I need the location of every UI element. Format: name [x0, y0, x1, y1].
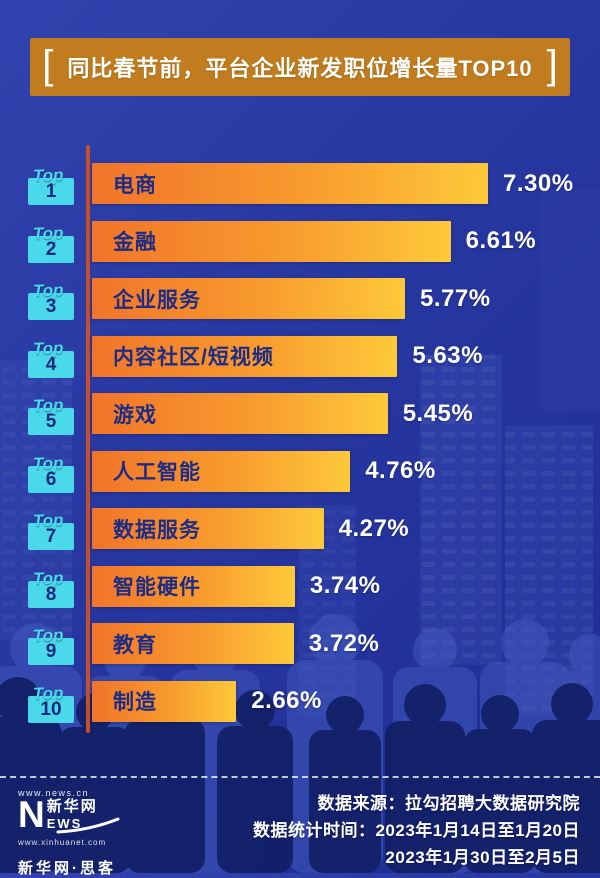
rank-badge-top-word: Top [32, 510, 64, 531]
bar-category-label: 人工智能 [113, 461, 201, 484]
title-banner: [ 同比春节前，平台企业新发职位增长量TOP10 ] [30, 38, 570, 96]
rank-badge-number: 2 [28, 235, 74, 263]
chart-row: Top 4 内容社区/短视频 5.63% [0, 335, 600, 378]
rank-badge-number: 7 [28, 523, 74, 550]
bar-value-label: 5.63% [412, 342, 483, 369]
chart-row: Top 8 智能硬件 3.74% [0, 565, 600, 608]
bar-chart: Top 1 电商 7.30% Top 2 金融 6.61% Top 3 企业服务 5.77% Top 4 内… [0, 145, 600, 745]
axis-line [86, 145, 90, 733]
bar: 数据服务 [92, 508, 324, 549]
bar-value-label: 4.76% [365, 457, 436, 484]
chart-row: Top 1 电商 7.30% [0, 163, 600, 205]
chart-row: Top 10 制造 2.66% [0, 680, 600, 723]
rank-badge-number: 6 [28, 465, 74, 493]
logo-letter-n: N [18, 794, 45, 835]
logo-url-top: www.news.cn [18, 788, 90, 798]
rank-badge: Top 10 [24, 682, 78, 723]
bar-category-label: 金融 [113, 231, 157, 254]
rank-badge-number: 1 [28, 178, 74, 205]
bar-value-label: 3.72% [308, 629, 380, 657]
chart-row: Top 2 金融 6.61% [0, 220, 600, 263]
rank-badge-number: 3 [28, 293, 74, 320]
bar-value-label: 2.66% [251, 687, 322, 714]
rank-badge: Top 3 [24, 280, 78, 320]
data-period-line2: 2023年1月30日至2月5日 [385, 848, 580, 867]
rank-badge-top-word: Top [32, 452, 64, 474]
rank-badge-top-word: Top [32, 682, 64, 704]
rank-badge: Top 6 [24, 452, 78, 493]
rank-badge-top-word: Top [32, 222, 64, 244]
bar-value-label: 4.27% [338, 514, 410, 542]
rank-badge-number: 10 [28, 695, 74, 723]
chart-row: Top 7 数据服务 4.27% [0, 508, 600, 550]
rank-badge: Top 2 [24, 222, 78, 263]
bar: 企业服务 [92, 278, 405, 319]
rank-badge: Top 8 [24, 567, 78, 608]
bar-category-label: 制造 [113, 691, 157, 714]
bar: 人工智能 [92, 450, 351, 492]
data-source-block: 数据来源：拉勾招聘大数据研究院 数据统计时间：2023年1月14日至1月20日 … [253, 790, 580, 871]
rank-badge-top-word: Top [32, 395, 64, 416]
bar: 教育 [92, 623, 294, 664]
rank-badge-number: 5 [28, 408, 74, 435]
bar-category-label: 数据服务 [113, 518, 201, 542]
logo-tagline: 新华网·思客 [18, 860, 116, 877]
data-period-line1: 数据统计时间：2023年1月14日至1月20日 [252, 821, 580, 840]
xinhuanet-news-logomark: N 新华网 EWS [18, 794, 120, 837]
rank-badge-top-word: Top [32, 337, 64, 359]
title-bracket-left: [ [42, 43, 54, 87]
logo-cn-name: 新华网 [46, 798, 98, 815]
bar-category-label: 教育 [113, 633, 157, 657]
bar: 电商 [92, 163, 488, 204]
xinhuanet-logo: www.news.cn N 新华网 EWS www.xinhuanet.com … [18, 788, 120, 878]
chart-row: Top 6 人工智能 4.76% [0, 450, 600, 493]
bar: 智能硬件 [92, 565, 295, 607]
rank-badge: Top 1 [24, 165, 78, 205]
chart-row: Top 3 企业服务 5.77% [0, 278, 600, 320]
rank-badge-top-word: Top [32, 280, 64, 301]
rank-badge: Top 7 [24, 510, 78, 550]
rank-badge-top-word: Top [32, 165, 64, 186]
footer: www.news.cn N 新华网 EWS www.xinhuanet.com … [0, 776, 600, 877]
bar-value-label: 5.77% [420, 284, 491, 312]
rank-badge: Top 4 [24, 337, 78, 378]
bar-value-label: 5.45% [402, 399, 474, 427]
bar-value-label: 6.61% [465, 227, 537, 254]
chart-row: Top 9 教育 3.72% [0, 623, 600, 665]
bar-value-label: 7.30% [503, 169, 574, 197]
rank-badge-number: 9 [28, 638, 74, 665]
bar-category-label: 企业服务 [113, 288, 201, 312]
rank-badge-top-word: Top [32, 567, 64, 589]
bar-category-label: 智能硬件 [113, 576, 201, 599]
bar: 内容社区/短视频 [92, 335, 398, 377]
bar-value-label: 3.74% [309, 572, 381, 599]
bar-category-label: 电商 [113, 173, 157, 197]
bar-category-label: 游戏 [113, 403, 157, 427]
data-source-line: 数据来源：拉勾招聘大数据研究院 [317, 794, 580, 813]
rank-badge-number: 8 [28, 580, 74, 608]
title-bracket-right: ] [546, 43, 558, 87]
bar-category-label: 内容社区/短视频 [113, 346, 274, 369]
page-title: 同比春节前，平台企业新发职位增长量TOP10 [67, 56, 533, 81]
rank-badge-top-word: Top [32, 625, 64, 646]
rank-badge: Top 5 [24, 395, 78, 435]
logo-letters-ews: EWS [46, 815, 83, 831]
rank-badge: Top 9 [24, 625, 78, 665]
crowd-front-row [0, 677, 600, 873]
bar: 金融 [92, 220, 451, 262]
chart-row: Top 5 游戏 5.45% [0, 393, 600, 435]
rank-badge-number: 4 [28, 350, 74, 378]
bar: 制造 [92, 680, 237, 722]
logo-swoosh-icon [56, 817, 120, 834]
bar: 游戏 [92, 393, 388, 434]
logo-url-bottom: www.xinhuanet.com [18, 838, 107, 847]
